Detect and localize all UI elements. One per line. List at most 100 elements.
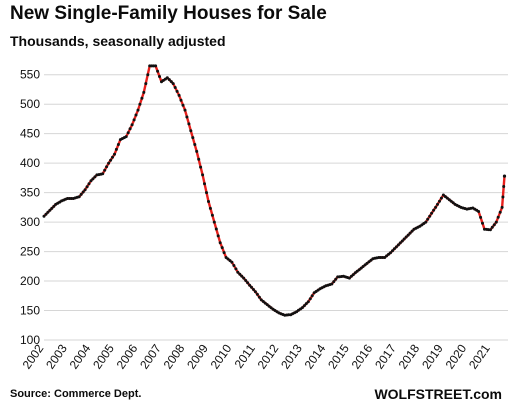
y-tick-label: 100 — [20, 333, 40, 347]
data-point — [203, 182, 206, 186]
data-point — [259, 298, 263, 302]
data-point — [226, 257, 230, 261]
data-point — [167, 78, 171, 82]
data-point — [89, 179, 93, 183]
x-tick-label: 2018 — [396, 341, 423, 371]
data-point — [189, 129, 193, 133]
data-point — [391, 249, 394, 253]
x-tick-label: 2011 — [232, 341, 258, 370]
data-point — [238, 272, 242, 276]
data-point — [240, 274, 244, 278]
data-point — [103, 168, 107, 172]
data-point — [496, 215, 500, 219]
data-point — [111, 155, 114, 159]
data-point — [236, 270, 240, 274]
x-axis-ticks: 2002200320042005200620072008200920102011… — [20, 341, 493, 371]
x-tick-label: 2006 — [114, 341, 141, 371]
data-point — [208, 206, 212, 210]
data-point — [158, 75, 161, 78]
data-point — [438, 199, 441, 203]
data-point — [310, 294, 314, 298]
data-point — [134, 113, 138, 117]
data-point — [205, 191, 208, 195]
data-point — [330, 282, 334, 286]
data-point — [175, 89, 179, 93]
data-point — [142, 90, 146, 94]
data-point — [130, 123, 134, 127]
data-point — [300, 306, 304, 310]
data-point — [434, 205, 438, 209]
data-point — [408, 231, 412, 235]
x-tick-label: 2021 — [466, 341, 493, 371]
data-point — [87, 182, 91, 186]
data-point — [50, 206, 54, 210]
series-line — [42, 64, 506, 317]
data-point — [246, 281, 250, 285]
data-point — [48, 208, 52, 212]
data-point — [436, 202, 439, 206]
data-point — [252, 288, 255, 291]
data-point — [128, 127, 132, 131]
data-point — [113, 152, 116, 156]
x-tick-label: 2007 — [137, 341, 164, 371]
data-point — [218, 241, 222, 245]
x-tick-label: 2019 — [419, 341, 446, 371]
x-tick-label: 2010 — [208, 341, 235, 371]
data-point — [248, 283, 252, 287]
data-point — [334, 277, 338, 281]
data-point — [101, 172, 105, 176]
data-point — [191, 136, 195, 140]
data-point — [494, 220, 498, 224]
data-point — [179, 98, 183, 102]
data-point — [220, 246, 224, 250]
data-point — [357, 268, 361, 272]
data-point — [116, 143, 120, 146]
y-tick-label: 300 — [20, 215, 40, 229]
data-point — [302, 304, 306, 308]
x-tick-label: 2020 — [443, 341, 470, 371]
y-tick-label: 150 — [20, 304, 40, 318]
data-point — [250, 285, 253, 289]
data-point — [234, 267, 238, 271]
data-point — [109, 158, 113, 162]
data-point — [400, 239, 404, 243]
data-series — [42, 64, 507, 317]
data-point — [477, 210, 481, 213]
data-point — [44, 212, 48, 216]
data-point — [398, 241, 402, 245]
x-tick-label: 2014 — [302, 341, 329, 371]
data-point — [255, 292, 259, 296]
data-point — [502, 185, 506, 188]
data-point — [428, 214, 432, 218]
x-tick-label: 2008 — [161, 341, 188, 371]
data-point — [171, 82, 175, 86]
data-point — [195, 149, 199, 153]
source-note: Source: Commerce Dept. — [10, 388, 142, 400]
data-point — [406, 233, 410, 237]
data-point — [93, 175, 97, 179]
gridlines — [44, 74, 508, 341]
data-point — [165, 76, 169, 80]
data-point — [138, 102, 142, 106]
data-point — [332, 280, 336, 284]
data-point — [169, 80, 173, 84]
data-point — [77, 195, 81, 199]
data-point — [154, 64, 158, 68]
data-point — [500, 205, 504, 209]
data-point — [212, 220, 216, 224]
data-point — [367, 260, 371, 264]
data-point — [52, 204, 56, 208]
data-point — [197, 157, 201, 161]
data-point — [83, 188, 87, 192]
x-tick-label: 2009 — [184, 341, 211, 371]
data-point — [242, 276, 246, 280]
data-point — [126, 131, 130, 135]
x-tick-label: 2016 — [349, 341, 376, 371]
data-point — [185, 115, 189, 119]
data-point — [481, 221, 484, 225]
data-point — [389, 251, 392, 255]
data-point — [441, 193, 445, 197]
x-tick-label: 2004 — [67, 341, 94, 371]
data-point — [46, 210, 50, 214]
y-tick-label: 350 — [20, 186, 40, 200]
